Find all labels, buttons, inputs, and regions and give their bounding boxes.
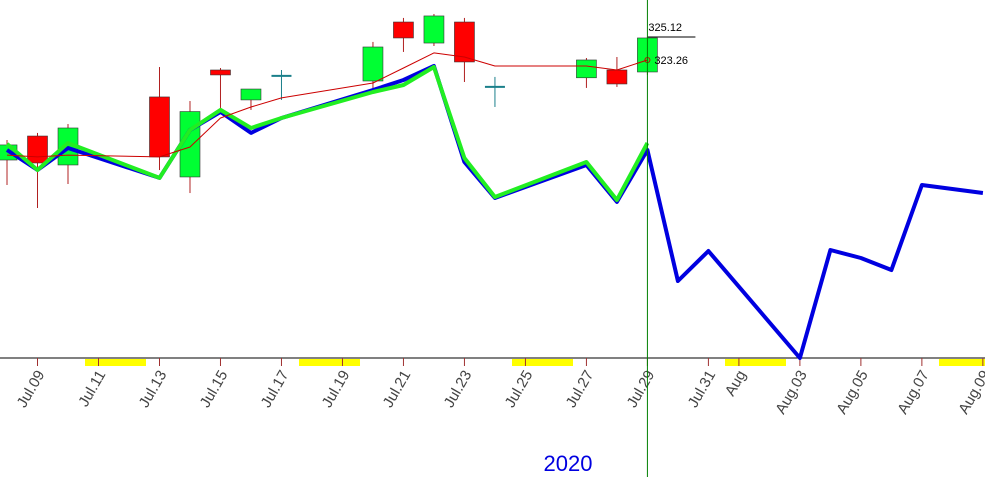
candle-body [210,69,231,76]
weekend-band [299,359,360,366]
candle-body [393,21,414,39]
x-tick-label: Jul.17 [258,367,293,410]
x-tick-label: Aug.03 [772,367,810,417]
x-tick-label: Jul.23 [441,367,476,410]
high-label: 325.12 [648,22,682,34]
x-tick-label: Aug.09 [955,367,985,417]
x-tick-label: Jul.27 [563,367,598,410]
weekend-band [939,359,985,366]
candle-body [576,59,597,79]
x-tick-label: Jul.29 [624,367,659,410]
candle-body [240,88,262,101]
x-tick-label: Jul.31 [685,367,720,410]
x-axis-label: 2020 [544,451,593,476]
candle-body [149,96,170,158]
series-line [6,52,648,158]
weekend-band [512,359,573,366]
x-tick-label: Jul.11 [75,367,109,409]
candle-body [423,15,445,44]
weekend-bands [85,359,985,366]
candle-body [606,69,628,85]
x-tick-label: Jul.25 [502,367,537,410]
weekend-band [725,359,786,366]
candle-body [27,135,48,164]
candle-body [362,46,384,82]
x-tick-label: Aug.05 [833,367,871,417]
x-tick-label: Jul.15 [197,367,232,410]
weekend-band [85,359,146,366]
x-tick-label: Jul.13 [136,367,171,410]
x-tick-label: Jul.21 [380,367,415,410]
x-tick-label: Aug.07 [894,367,932,417]
x-tick-label: Jul.09 [14,367,49,410]
x-tick-label: Aug [722,367,750,399]
series-line [5,65,650,202]
average-label: 323.26 [654,55,688,67]
x-tick-label: Jul.19 [319,367,354,410]
candle-body [454,21,475,63]
